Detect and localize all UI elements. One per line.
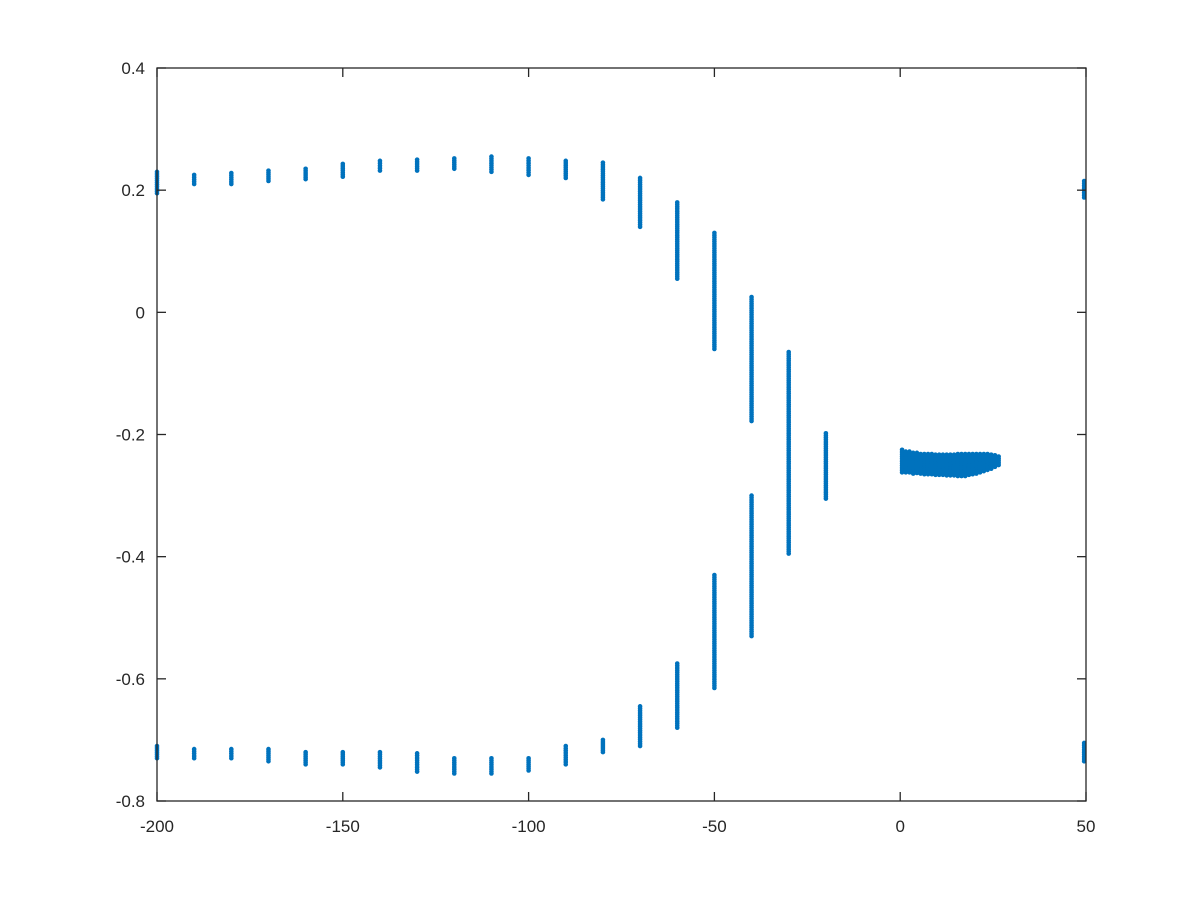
data-point	[944, 473, 949, 478]
data-point	[1081, 759, 1087, 764]
y-axis: 0.4 0.2 0 -0.2 -0.4 -0.6 -0.8	[116, 59, 1086, 811]
y-tick-label: -0.2	[116, 426, 145, 445]
data-point	[303, 176, 308, 182]
data-point	[489, 771, 494, 776]
data-point	[940, 472, 946, 478]
data-point	[340, 174, 346, 180]
data-point	[936, 472, 942, 478]
y-tick-label: 0.4	[121, 59, 145, 78]
data-point	[988, 466, 994, 472]
data-point	[966, 472, 972, 478]
x-tick-label: -100	[512, 817, 546, 836]
x-tick-label: 0	[895, 817, 904, 836]
y-tick-label: -0.8	[116, 792, 145, 811]
x-tick-label: -150	[326, 817, 360, 836]
data-point	[929, 471, 935, 477]
data-point	[970, 471, 975, 477]
data-point	[903, 470, 909, 475]
data-point	[266, 178, 271, 184]
data-point	[925, 471, 931, 477]
data-point	[996, 462, 1001, 468]
data-point	[600, 749, 606, 755]
data-point	[191, 181, 197, 187]
data-point	[985, 467, 990, 473]
y-tick-label: -0.4	[116, 548, 145, 567]
data-point	[229, 755, 234, 761]
data-point	[951, 473, 957, 478]
data-point	[959, 473, 964, 479]
data-point	[918, 471, 923, 476]
data-point	[191, 755, 197, 761]
x-tick-label: 50	[1077, 817, 1096, 836]
data-point	[948, 473, 953, 478]
data-point	[451, 771, 457, 776]
data-point	[674, 725, 680, 730]
data-point	[303, 762, 308, 767]
data-point	[786, 551, 792, 556]
data-point	[377, 765, 383, 770]
data-point	[229, 181, 234, 187]
data-point	[992, 464, 998, 470]
data-point	[526, 172, 531, 178]
data-point	[981, 468, 987, 474]
data-point	[914, 470, 920, 476]
x-tick-label: -200	[140, 817, 174, 836]
data-point	[563, 762, 569, 767]
x-axis: -200 -150 -100 -50 0 50	[140, 68, 1095, 836]
data-point	[899, 470, 905, 475]
data-point	[749, 418, 754, 424]
data-point	[712, 346, 717, 352]
data-point	[377, 168, 383, 173]
data-point	[340, 762, 346, 767]
data-points	[154, 154, 1087, 776]
data-point	[910, 471, 916, 476]
data-point	[489, 169, 494, 175]
data-point	[637, 224, 643, 230]
data-point	[637, 743, 643, 749]
data-point	[749, 633, 754, 639]
data-point	[907, 470, 912, 475]
data-point	[962, 473, 968, 479]
data-point	[674, 276, 680, 282]
data-point	[712, 685, 717, 691]
data-point	[955, 473, 961, 479]
data-point	[823, 496, 829, 501]
data-point	[451, 166, 457, 172]
data-point	[922, 471, 927, 477]
y-tick-label: 0.2	[121, 181, 145, 200]
data-point	[414, 769, 420, 774]
data-point	[563, 175, 569, 181]
data-point	[266, 759, 271, 764]
y-tick-label: -0.6	[116, 670, 145, 689]
data-point	[526, 768, 531, 773]
data-point	[933, 472, 938, 478]
data-point	[974, 471, 979, 476]
data-point	[977, 470, 983, 475]
y-tick-label: 0	[136, 303, 145, 322]
data-point	[600, 197, 606, 202]
data-point	[414, 168, 420, 173]
data-point	[1081, 195, 1087, 200]
x-tick-label: -50	[702, 817, 727, 836]
